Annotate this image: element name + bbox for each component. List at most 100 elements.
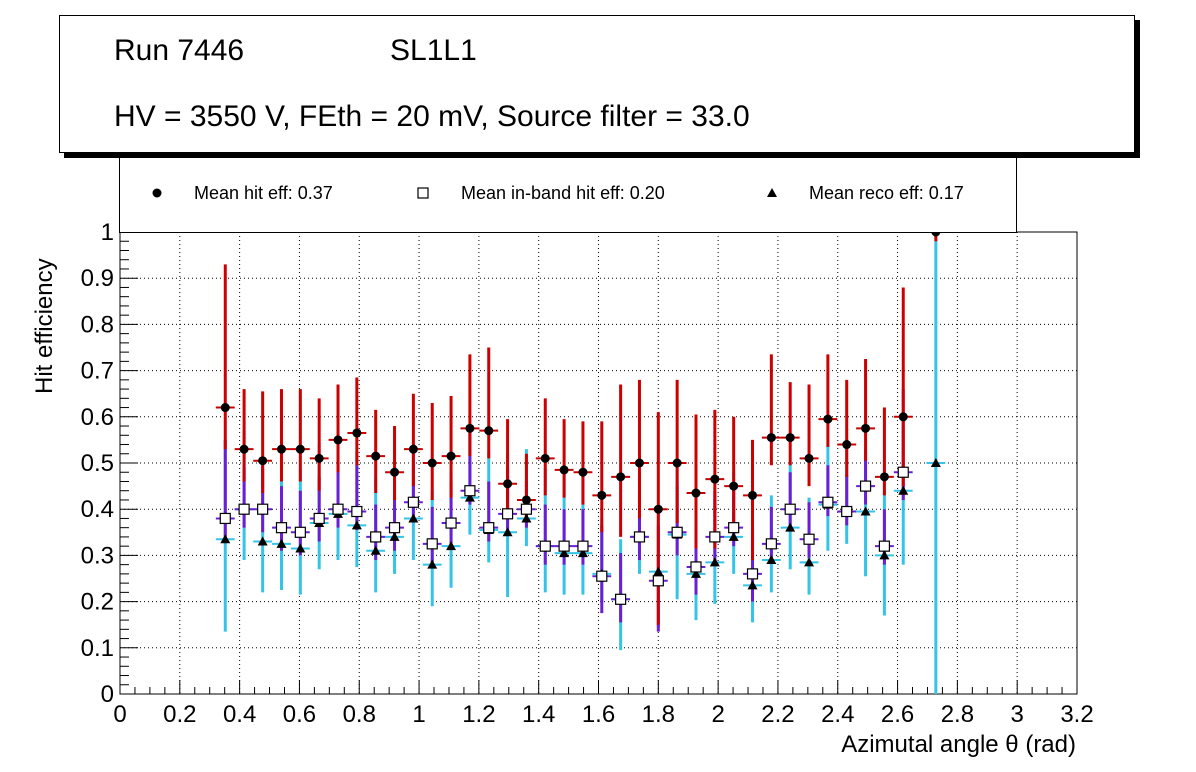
reco-eff-point xyxy=(559,548,570,558)
inband-eff-point xyxy=(407,496,419,508)
hit-eff-point xyxy=(710,474,720,484)
inband-eff-point xyxy=(709,531,721,543)
hit-eff-point xyxy=(691,488,701,498)
inband-eff-point xyxy=(822,496,834,508)
y-tick-label: 0.8 xyxy=(81,311,114,338)
inband-eff-point xyxy=(388,522,401,534)
reco-eff-point xyxy=(653,566,664,576)
x-tick-label: 2 xyxy=(711,701,724,728)
hit-eff-point xyxy=(446,451,456,461)
inband-eff-point xyxy=(841,505,853,518)
hit-eff-point xyxy=(220,403,230,413)
data-points xyxy=(215,227,946,694)
inband-eff-point xyxy=(351,505,363,518)
legend-hit-marker xyxy=(152,188,162,198)
inband-eff-point xyxy=(746,568,759,580)
inband-eff-point xyxy=(257,503,269,515)
hit-eff-point xyxy=(352,428,362,438)
reco-eff-point xyxy=(930,458,941,467)
reco-eff-point xyxy=(502,527,513,537)
y-tick-label: 0.5 xyxy=(81,450,114,477)
inband-eff-point xyxy=(238,503,250,515)
hit-eff-point xyxy=(465,423,475,433)
hit-eff-point xyxy=(503,479,513,489)
inband-eff-point xyxy=(859,480,872,492)
inband-eff-point xyxy=(332,503,344,515)
x-tick-label: 0 xyxy=(113,701,126,728)
reco-eff-point xyxy=(690,568,701,578)
y-tick-label: 1 xyxy=(101,219,114,246)
hit-eff-point xyxy=(578,467,588,477)
reco-eff-point xyxy=(389,531,400,541)
inband-eff-point xyxy=(784,503,796,515)
y-tick-label: 0.1 xyxy=(81,635,114,662)
hit-eff-point xyxy=(295,444,305,454)
reco-eff-point xyxy=(370,545,381,555)
axes: 0 0.2 0.4 0.6 0.8 1 1.2 1.4 1.6 1.8 2 2.2 2.4 2.6 2.8 3… xyxy=(81,219,1094,728)
hit-eff-point xyxy=(597,490,607,500)
inband-eff-point xyxy=(671,526,683,538)
legend-hit-label: Mean hit eff: 0.37 xyxy=(194,183,333,203)
hit-eff-point xyxy=(879,472,889,482)
inband-eff-point xyxy=(313,512,325,525)
x-tick-label: 1.8 xyxy=(642,701,675,728)
y-tick-label: 0.3 xyxy=(81,542,114,569)
inband-eff-point xyxy=(275,522,288,534)
reco-eff-point xyxy=(898,485,909,495)
x-tick-label: 3.2 xyxy=(1060,701,1093,728)
x-tick-label: 0.2 xyxy=(163,701,196,728)
inband-eff-point xyxy=(539,540,551,552)
inband-eff-point xyxy=(633,531,646,543)
run-label: Run 7446 xyxy=(114,34,245,67)
legend: Mean hit eff: 0.37 Mean in-band hit eff:… xyxy=(119,153,1017,233)
x-tick-label: 3 xyxy=(1011,701,1024,728)
reco-eff-point xyxy=(446,541,457,551)
inband-eff-point xyxy=(464,485,476,497)
reco-eff-point xyxy=(427,559,438,569)
hit-eff-point xyxy=(371,451,381,461)
hit-eff-point xyxy=(842,440,852,450)
x-tick-label: 1.2 xyxy=(462,701,495,728)
x-tick-label: 0.8 xyxy=(343,701,376,728)
x-tick-label: 0.6 xyxy=(283,701,316,728)
legend-reco-label: Mean reco eff: 0.17 xyxy=(809,183,964,203)
hit-eff-point xyxy=(823,414,833,424)
hit-eff-point xyxy=(634,458,644,468)
inband-eff-point xyxy=(370,531,382,543)
inband-eff-point xyxy=(878,540,891,552)
y-tick-label: 0.9 xyxy=(81,265,114,292)
hit-eff-point xyxy=(766,433,776,443)
y-tick-label: 0.7 xyxy=(81,358,114,385)
reco-eff-point xyxy=(804,557,815,567)
legend-inband-marker xyxy=(417,187,429,199)
inband-eff-point xyxy=(728,522,740,534)
reco-eff-point xyxy=(276,538,287,548)
hit-eff-point xyxy=(653,504,663,514)
layer-label: SL1L1 xyxy=(390,34,477,67)
hit-eff-point xyxy=(540,453,550,463)
x-tick-label: 1.4 xyxy=(522,701,555,728)
hit-eff-point xyxy=(898,412,908,422)
y-tick-label: 0.6 xyxy=(81,404,114,431)
y-tick-label: 0.2 xyxy=(81,589,114,616)
reco-eff-point xyxy=(577,548,588,558)
y-tick-label: 0 xyxy=(101,681,114,708)
x-tick-label: 2.6 xyxy=(881,701,914,728)
hit-eff-point xyxy=(861,423,871,433)
x-tick-label: 1 xyxy=(412,701,425,728)
inband-eff-point xyxy=(652,575,664,587)
y-tick-label: 0.4 xyxy=(81,496,114,523)
hit-eff-point xyxy=(672,458,682,468)
hit-eff-point xyxy=(804,453,814,463)
inband-eff-point xyxy=(897,466,909,478)
inband-eff-point xyxy=(483,522,495,534)
inband-eff-point xyxy=(803,533,815,545)
settings-label: HV = 3550 V, FEth = 20 mV, Source filter… xyxy=(114,100,750,133)
grid xyxy=(120,232,1077,694)
inband-eff-point xyxy=(445,517,457,529)
x-axis-label: Azimutal angle θ (rad) xyxy=(841,731,1076,758)
hit-eff-point xyxy=(258,456,268,466)
hit-eff-point xyxy=(408,444,418,454)
hit-eff-point xyxy=(276,444,286,454)
